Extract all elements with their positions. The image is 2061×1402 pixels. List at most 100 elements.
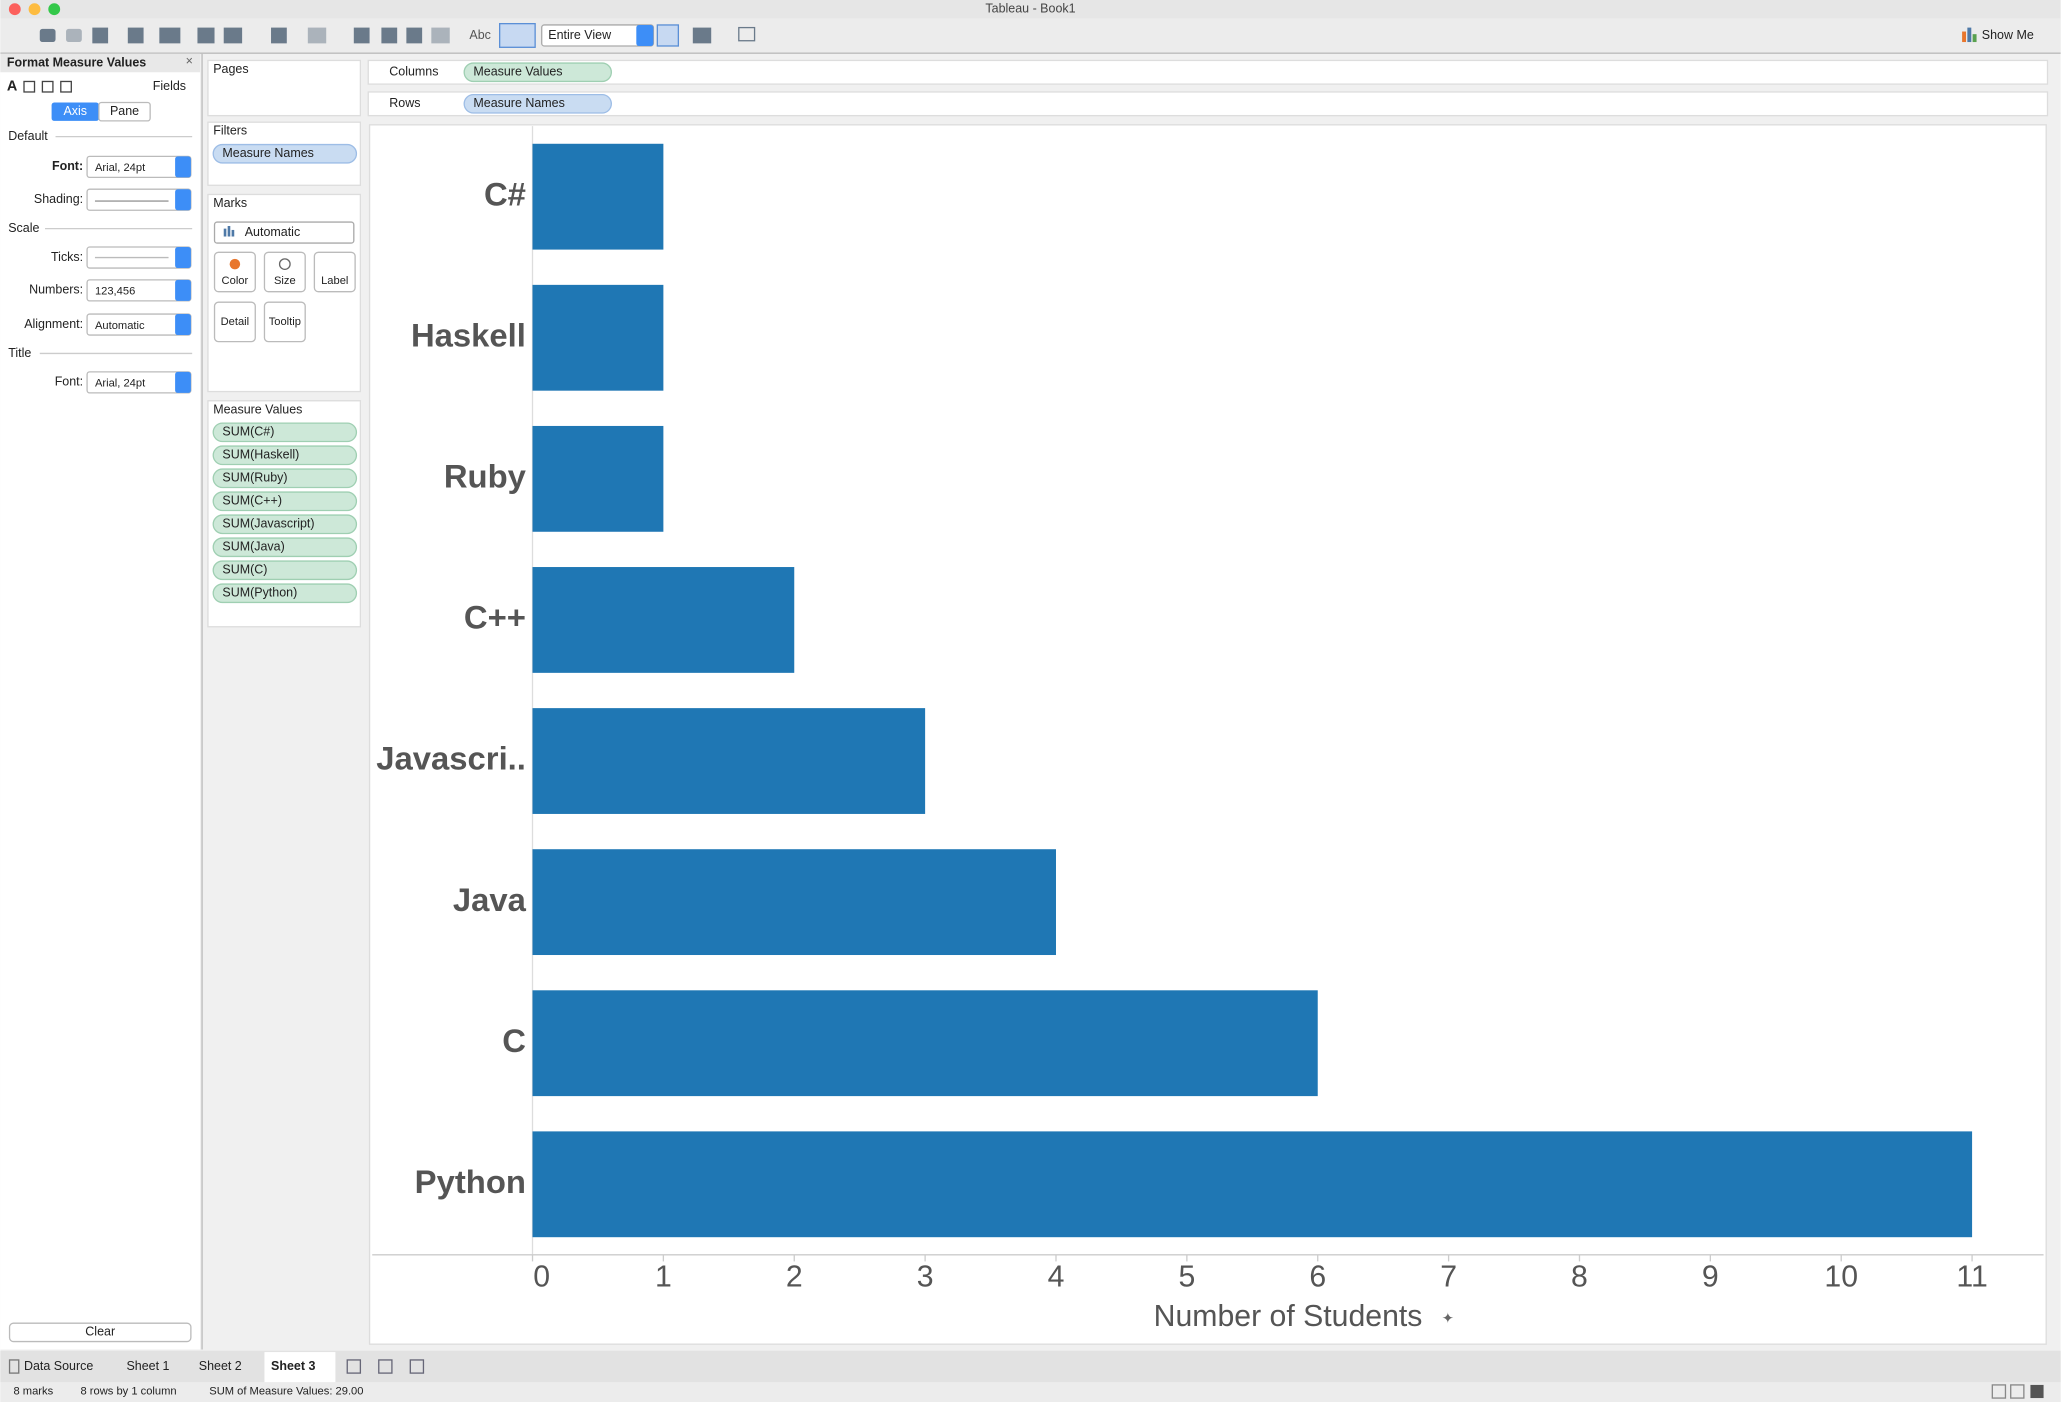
back-button[interactable]: [39, 28, 56, 43]
control-value: Arial, 24pt: [95, 162, 146, 174]
dropdown-stepper: [175, 371, 191, 393]
sort-asc[interactable]: [381, 27, 398, 44]
mark-button[interactable]: [313, 251, 356, 293]
measure-pill[interactable]: [212, 560, 358, 581]
fit-value: Entire View: [548, 28, 612, 42]
close-button[interactable]: [8, 3, 21, 16]
field-label: Shading:: [34, 192, 83, 206]
status-text: 8 rows by 1 column: [81, 1385, 177, 1397]
forward-button[interactable]: [66, 28, 82, 43]
y-tick-label: C#: [484, 175, 526, 212]
close-panel[interactable]: ×: [186, 54, 193, 68]
measure-pill[interactable]: [212, 468, 358, 489]
dropdown-stepper: [636, 24, 654, 46]
show-me[interactable]: Show Me: [1982, 28, 2034, 42]
mark-button-label: Detail: [221, 316, 250, 328]
pause-updates[interactable]: [271, 27, 287, 44]
x-tick-label: 1: [655, 1260, 672, 1293]
columns-pill[interactable]: [463, 62, 613, 83]
view-toggle[interactable]: [1991, 1384, 2007, 1399]
highlight[interactable]: [692, 27, 712, 44]
bar: [532, 1131, 1973, 1238]
save-button[interactable]: [92, 27, 109, 44]
toolbar-icons: [39, 27, 450, 44]
pane-tab[interactable]: [98, 101, 151, 122]
mark-button[interactable]: [213, 251, 256, 293]
duplicate-sheet[interactable]: [197, 27, 215, 44]
title-bar: [0, 0, 2061, 19]
new-dashboard-tab[interactable]: [378, 1359, 393, 1374]
font-icon[interactable]: A: [7, 79, 18, 95]
measure-pill[interactable]: [212, 537, 358, 558]
mark-icon: [231, 229, 235, 237]
view-toggle[interactable]: [2010, 1384, 2025, 1399]
measure-pill[interactable]: [212, 422, 358, 443]
labels-button[interactable]: Abc: [469, 28, 491, 42]
zoom-button[interactable]: [48, 3, 61, 16]
group[interactable]: [431, 27, 450, 44]
mark-button[interactable]: [263, 251, 306, 293]
y-tick-label: Haskell: [411, 316, 526, 353]
presentation[interactable]: [738, 26, 756, 42]
new-story-tab[interactable]: [409, 1359, 425, 1374]
tab[interactable]: Sheet 2: [199, 1359, 242, 1373]
shading-icon[interactable]: [41, 80, 54, 93]
control-value: Arial, 24pt: [95, 378, 146, 390]
align-icon[interactable]: [23, 80, 36, 93]
new-sheet-tab[interactable]: [346, 1359, 362, 1374]
y-tick-label: Javascri..: [376, 740, 526, 777]
measure-pill[interactable]: [212, 583, 358, 604]
pin-icon: ✦: [1442, 1311, 1454, 1327]
x-tick-label: 2: [786, 1260, 803, 1293]
bar: [532, 708, 926, 814]
bar: [532, 849, 1056, 956]
datasource-icon: [8, 1359, 20, 1374]
x-tick-label: 0: [533, 1260, 550, 1293]
measure-pill[interactable]: [212, 445, 358, 466]
status-bar: [0, 1382, 2061, 1402]
pill-label: Measure Values: [473, 65, 562, 79]
clear-label: Clear: [85, 1325, 115, 1339]
axis-tab[interactable]: [51, 102, 99, 121]
rows-shelf: [367, 91, 2049, 117]
new-datasource[interactable]: [127, 27, 144, 44]
mark-type-dropdown[interactable]: [213, 221, 355, 244]
refresh[interactable]: [307, 27, 327, 44]
fit-toggle[interactable]: [499, 22, 536, 48]
mark-button-label: Label: [321, 275, 348, 287]
swap[interactable]: [353, 27, 370, 44]
sort-desc[interactable]: [406, 27, 423, 44]
panel-title: Format Measure Values: [7, 55, 146, 69]
clear-sheet[interactable]: [223, 27, 243, 44]
pill-label: SUM(Java): [222, 540, 284, 554]
dropdown-stepper: [175, 279, 191, 301]
card-title: Measure Values: [213, 402, 302, 416]
tab[interactable]: Sheet 3: [271, 1359, 315, 1373]
y-tick-label: Java: [453, 881, 527, 918]
section-label: Title: [8, 346, 31, 360]
clear-button[interactable]: [8, 1322, 192, 1343]
borders-icon[interactable]: [60, 80, 72, 93]
mark-buttons: Color Size Label Detail Tooltip: [213, 251, 356, 343]
measure-pill[interactable]: [212, 514, 358, 535]
minimize-button[interactable]: [28, 3, 41, 16]
bar: [532, 990, 1318, 1097]
tab[interactable]: Data Source: [24, 1359, 93, 1373]
filter-pill[interactable]: [212, 143, 358, 164]
tab[interactable]: Sheet 1: [126, 1359, 169, 1373]
dropdown-stepper: [175, 189, 191, 211]
fix-axes[interactable]: [656, 24, 680, 47]
mark-button[interactable]: [213, 301, 256, 343]
new-sheet[interactable]: [159, 27, 181, 44]
toolbar: [0, 18, 2061, 53]
measure-pill[interactable]: [212, 491, 358, 512]
rows-pill[interactable]: [463, 93, 613, 114]
x-tick-label: 11: [1956, 1260, 1987, 1293]
mark-button[interactable]: [263, 301, 306, 343]
fields-menu[interactable]: Fields: [153, 79, 186, 93]
y-tick-label: Ruby: [444, 458, 527, 495]
dropdown-stepper: [175, 314, 191, 336]
view-toggle[interactable]: [2030, 1384, 2044, 1399]
active-tab: [264, 1352, 336, 1383]
